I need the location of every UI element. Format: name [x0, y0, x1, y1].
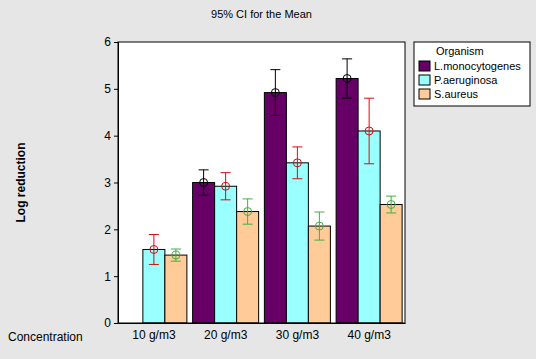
tick: 4 [104, 129, 118, 143]
background [0, 0, 536, 359]
tick-mark [114, 42, 118, 43]
error-bar [270, 70, 280, 116]
legend-swatch [419, 61, 430, 71]
tick: 10 g/m3 [132, 323, 176, 342]
tick-label: 20 g/m3 [204, 328, 248, 342]
mean-marker [343, 75, 351, 83]
legend-label: P.aeruginosa [434, 74, 498, 86]
legend-swatch [419, 89, 430, 99]
error-bar [364, 98, 374, 164]
tick-label: 2 [104, 223, 111, 237]
bar [336, 79, 358, 323]
tick-mark [114, 276, 118, 277]
tick: 30 g/m3 [276, 323, 320, 342]
chart: 0 1 2 3 4 5 6 10 g/m3 20 g/m3 30 g/m3 40 g/m3 Conce… [0, 0, 536, 359]
axis-line [114, 43, 119, 324]
tick: 5 [104, 82, 118, 96]
bar [165, 255, 187, 323]
plot-area [118, 42, 405, 323]
mean-marker [315, 222, 323, 230]
mean-marker [387, 201, 395, 209]
mean-marker [172, 251, 180, 259]
tick: 2 [104, 223, 118, 237]
mean-marker [271, 89, 279, 97]
mean-marker [293, 159, 301, 167]
mean-marker [365, 127, 373, 135]
error-bar [243, 199, 253, 224]
legend-title: Organism [436, 45, 484, 57]
error-bar [292, 147, 302, 179]
tick: 40 g/m3 [347, 323, 391, 342]
marks [143, 59, 402, 323]
title: 95% CI for the Mean [211, 8, 312, 20]
error-bars [199, 59, 353, 195]
y-axis-title: Log reduction [14, 143, 28, 223]
bar [215, 186, 237, 323]
error-bar [221, 173, 231, 200]
bar [264, 93, 286, 323]
tick-mark [114, 89, 118, 90]
error-bar [314, 212, 324, 240]
bar [237, 212, 259, 323]
tick-label: 5 [104, 82, 111, 96]
series [165, 205, 402, 323]
legend-label: L.monocytogenes [434, 60, 521, 72]
legend: Organism L.monocytogenes P.aeruginosa S.aur… [414, 42, 530, 106]
legend-swatch [419, 75, 430, 85]
tick: 1 [104, 270, 118, 284]
plot-frame [118, 42, 405, 323]
mean-marker [200, 179, 208, 187]
bar [380, 205, 402, 323]
tick-mark [114, 136, 118, 137]
tick: 3 [104, 176, 118, 190]
legend-box [414, 42, 530, 106]
tick-mark [114, 323, 118, 324]
legend-label: S.aureus [434, 88, 479, 100]
mean-marker [222, 182, 230, 190]
error-bars [171, 196, 396, 261]
bar [193, 183, 215, 324]
mean-marker [244, 208, 252, 216]
error-bar [386, 196, 396, 213]
x-axis: 10 g/m3 20 g/m3 30 g/m3 40 g/m3 [119, 323, 406, 342]
bar [286, 163, 308, 323]
tick: 6 [104, 35, 118, 49]
error-bar [149, 234, 159, 264]
mean-marker [150, 245, 158, 253]
tick-mark [114, 183, 118, 184]
error-bar [199, 170, 209, 195]
tick-mark [114, 229, 118, 230]
tick-label: 1 [104, 270, 111, 284]
axis-line [119, 323, 406, 324]
tick: 0 [104, 316, 118, 330]
error-bar [342, 59, 352, 98]
tick-label: 3 [104, 176, 111, 190]
tick-label: 4 [104, 129, 111, 143]
tick-label: 0 [104, 316, 111, 330]
tick-label: 6 [104, 35, 111, 49]
tick-label: 40 g/m3 [347, 328, 391, 342]
tick-label: 10 g/m3 [132, 328, 176, 342]
error-bar [171, 249, 181, 261]
error-bars [149, 98, 374, 264]
y-axis: 0 1 2 3 4 5 6 [104, 35, 118, 330]
series [143, 131, 380, 323]
tick: 20 g/m3 [204, 323, 248, 342]
tick-label: 30 g/m3 [276, 328, 320, 342]
x-axis-title: Concentration [8, 330, 83, 344]
